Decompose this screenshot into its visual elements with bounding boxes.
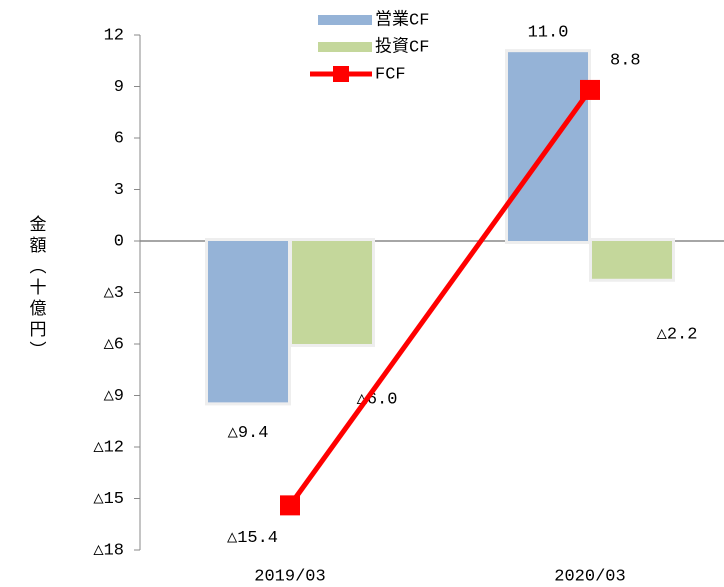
legend-label: FCF (375, 65, 406, 84)
bar (592, 241, 672, 279)
y-tick-label: 0 (114, 232, 124, 251)
data-label: △9.4 (228, 424, 269, 443)
line (287, 88, 593, 507)
y-tick-label: △15 (93, 490, 124, 509)
legend-label: 投資CF (375, 36, 429, 57)
y-tick-label: △9 (104, 387, 124, 406)
y-tick-label: △6 (104, 335, 124, 354)
y-tick-label: △12 (93, 438, 124, 457)
bar (292, 241, 372, 344)
y-tick-label: 9 (114, 78, 124, 97)
y-tick-label: △3 (104, 284, 124, 303)
legend-swatch (333, 66, 349, 82)
data-label: △15.4 (227, 529, 278, 548)
y-tick-label: 6 (114, 129, 124, 148)
line-marker (580, 79, 600, 100)
data-label: △2.2 (657, 325, 698, 344)
legend-swatch (318, 42, 372, 52)
data-label: 8.8 (610, 51, 641, 70)
y-tick-label: △18 (93, 541, 124, 560)
data-label: 11.0 (528, 24, 569, 43)
legend-label: 営業CF (375, 9, 429, 30)
x-tick-label: 2020/03 (554, 567, 625, 586)
x-tick-label: 2019/03 (254, 567, 325, 586)
bar (208, 241, 288, 403)
line-marker (280, 495, 300, 516)
legend-swatch (318, 15, 372, 25)
y-tick-label: 12 (104, 26, 124, 45)
y-tick-label: 3 (114, 181, 124, 200)
y-axis-label: 金額（十億円） (25, 215, 47, 362)
